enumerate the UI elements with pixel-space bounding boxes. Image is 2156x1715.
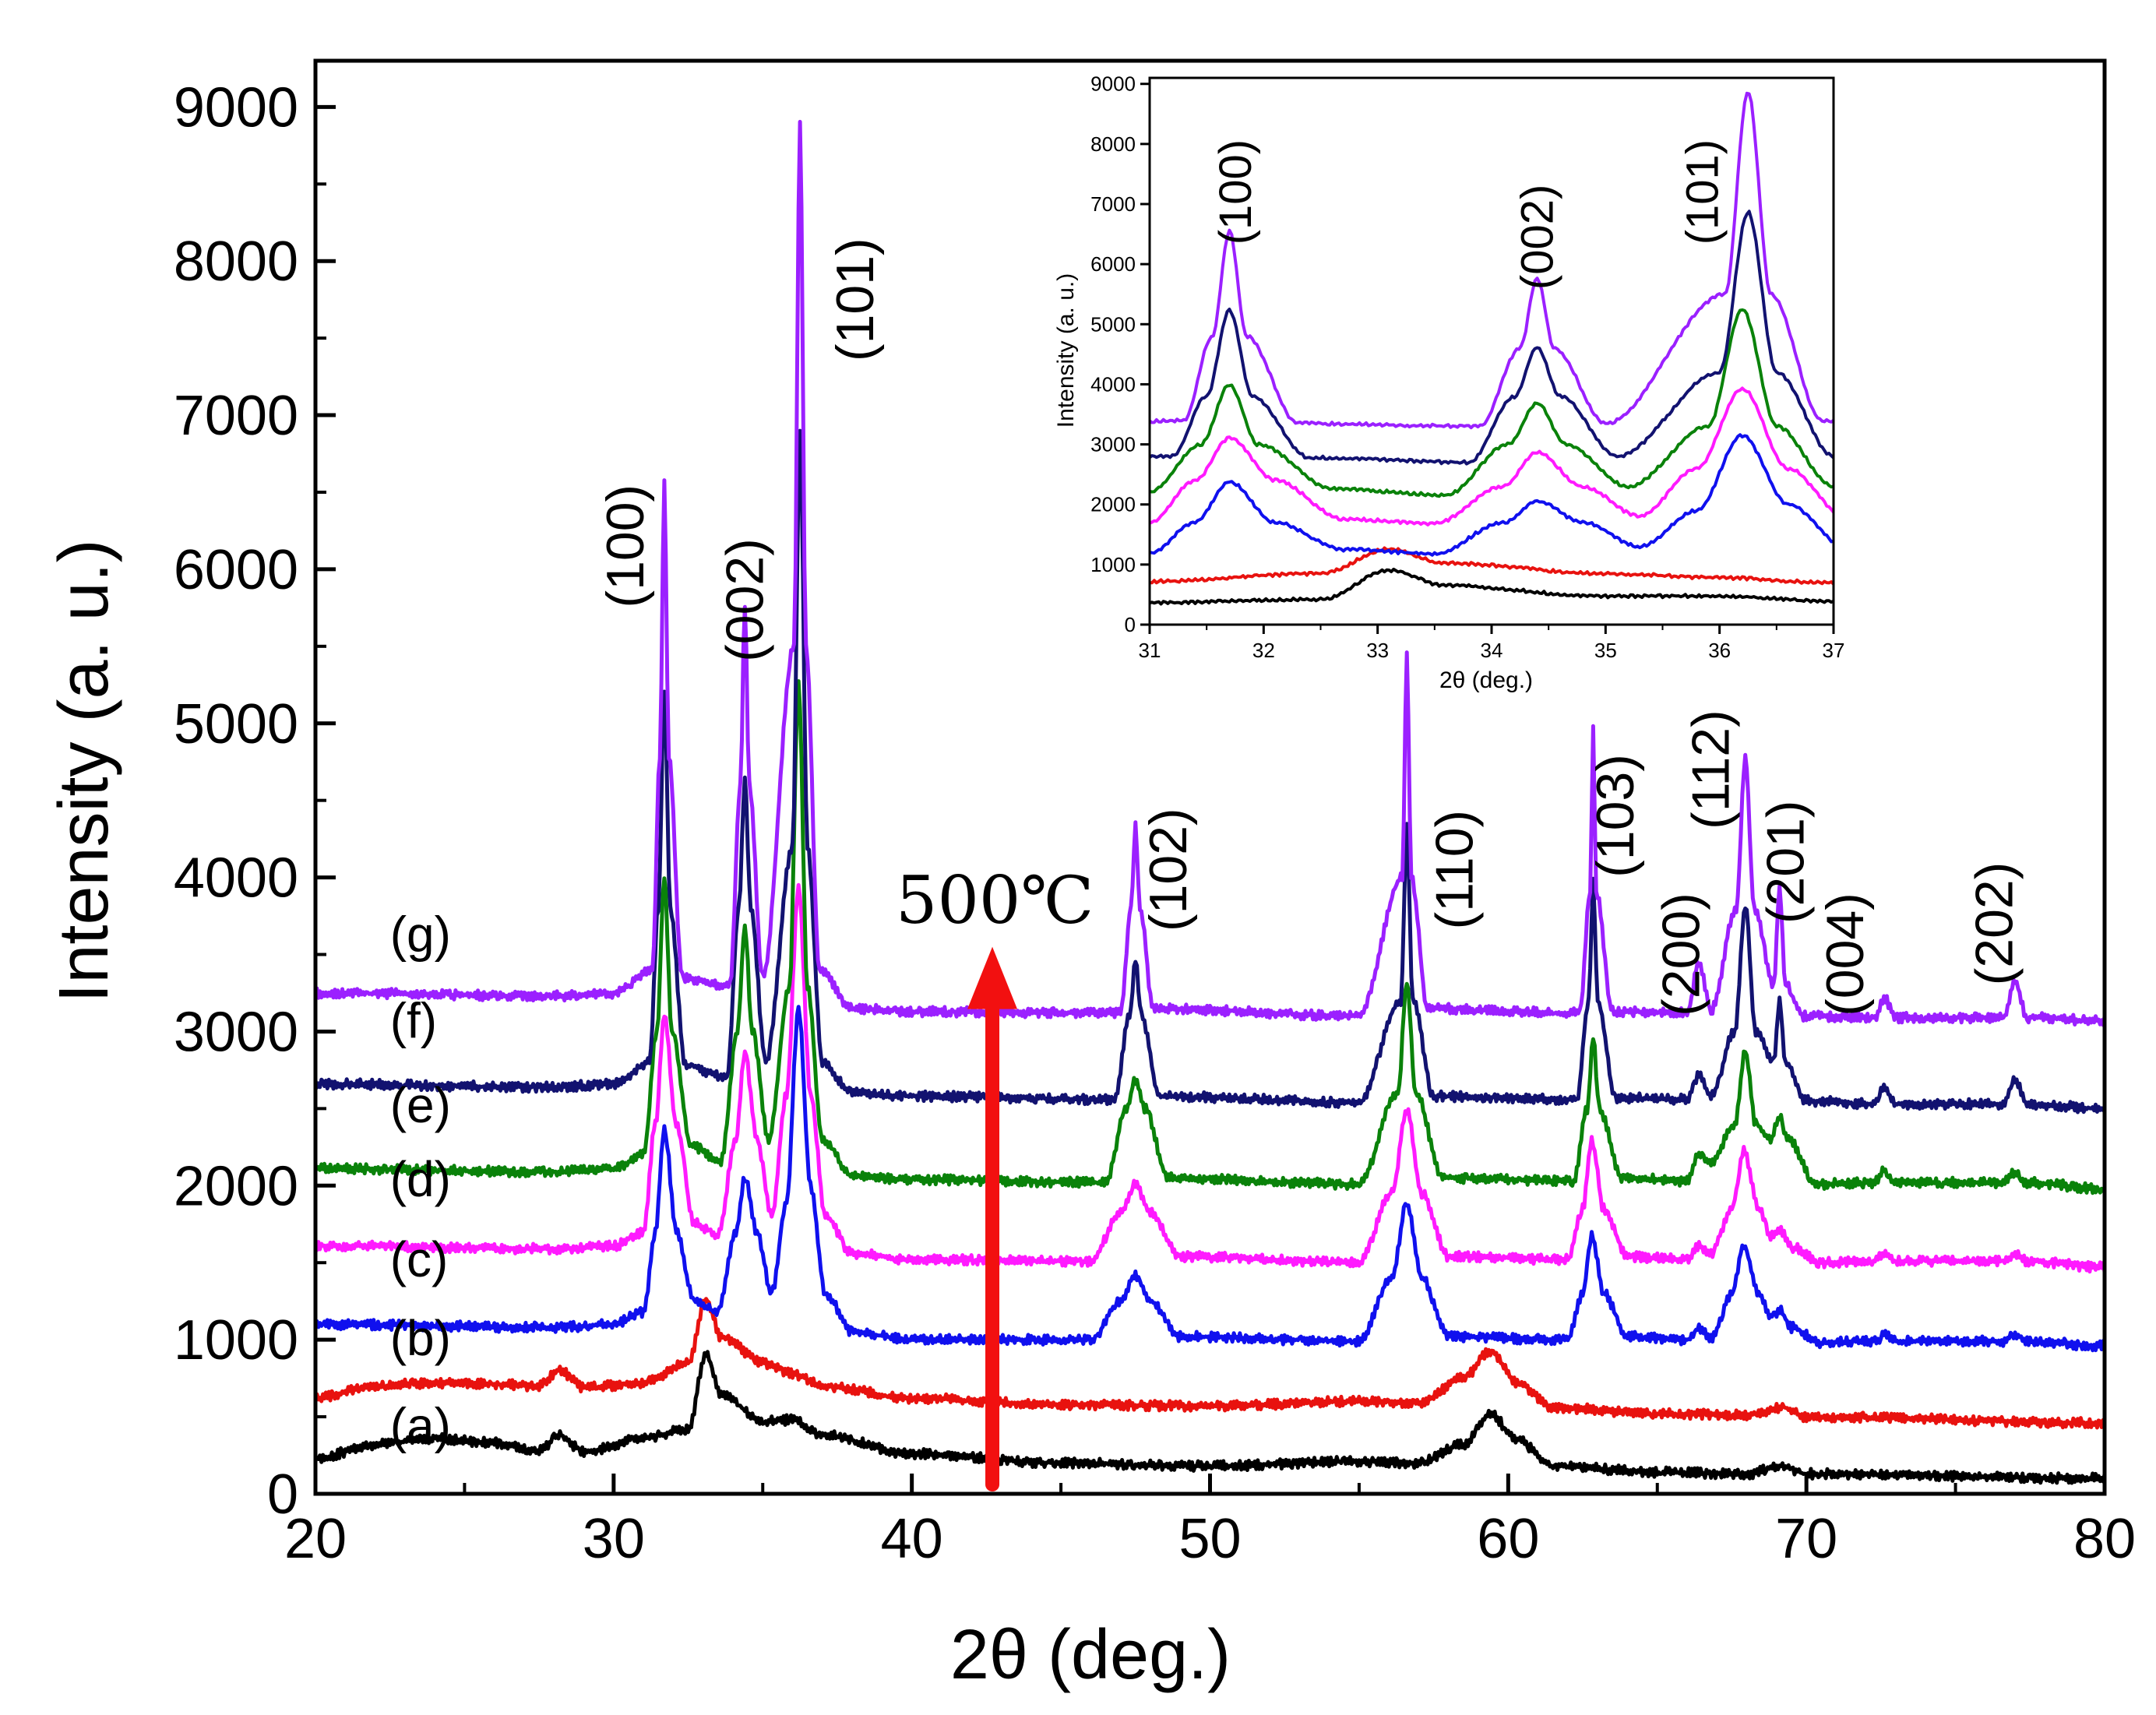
y-tick-label: 7000: [174, 385, 298, 447]
inset-x-tick-label: 33: [1366, 639, 1389, 662]
inset-peak-labels: (100) (002) (101): [1210, 139, 1728, 290]
main-series-group: [313, 119, 2107, 1485]
series-line-b: [313, 1297, 2107, 1430]
y-tick-label: 5000: [174, 693, 298, 755]
series-label: (d): [390, 1151, 451, 1207]
series-line-f: [313, 428, 2107, 1115]
main-axes: 20 30 40 50 60 70 80 0 1000 2000 3000 4000 5000 6000 7…: [174, 58, 2136, 1570]
peak-label: (202): [1964, 862, 2024, 986]
x-tick-label: 30: [583, 1508, 645, 1570]
temperature-annotation: 500℃: [896, 862, 1094, 938]
arrow-head: [967, 946, 1018, 1009]
series-label: (g): [390, 907, 451, 963]
inset-y-tick-label: 7000: [1090, 192, 1136, 216]
x-tick-label: 40: [881, 1508, 943, 1570]
x-tick-label: 50: [1178, 1508, 1241, 1570]
main-peak-labels: (100) (002) (101) (102) (110) (103)(200) (112)…: [596, 238, 2024, 1016]
series-label: (e): [390, 1077, 451, 1133]
peak-label: (112): [1682, 710, 1741, 829]
inset-x-tick-label: 32: [1252, 639, 1275, 662]
peak-label: (002): [715, 538, 774, 662]
inset-peak-label: (002): [1513, 185, 1563, 290]
inset-y-tick-label: 9000: [1090, 72, 1136, 96]
inset-axes: 31 32 33 34 35 36 37 0 1000 2000 3000 4000 5000 6000 7…: [1090, 72, 1844, 662]
inset-peak-label: (101): [1678, 139, 1728, 245]
inset-background: [1133, 78, 1840, 623]
y-tick-label: 0: [267, 1463, 298, 1526]
inset-x-tick-label: 35: [1594, 639, 1617, 662]
series-line-d: [313, 882, 2107, 1274]
main-series-labels: (a) (b) (c) (d) (e) (f) (g): [390, 907, 451, 1454]
y-tick-label: 1000: [174, 1309, 298, 1372]
series-label: (b): [390, 1310, 451, 1366]
x-tick-label: 20: [284, 1508, 347, 1570]
inset-y-tick-label: 8000: [1090, 132, 1136, 156]
inset-y-tick-label: 2000: [1090, 493, 1136, 516]
inset-series-group: [1148, 91, 1835, 606]
y-tick-label: 6000: [174, 539, 298, 601]
inset-x-tick-label: 31: [1139, 639, 1161, 662]
inset-series-line-g: [1148, 91, 1835, 430]
inset-y-tick-label: 3000: [1090, 433, 1136, 456]
inset-x-tick-label: 36: [1708, 639, 1731, 662]
temperature-arrow: [967, 946, 1018, 1491]
peak-label: (103): [1586, 754, 1645, 878]
inset-y-tick-label: 1000: [1090, 553, 1136, 576]
inset-series-line-d: [1149, 386, 1835, 526]
inset-y-tick-label: 6000: [1090, 252, 1136, 276]
inset-y-tick-label: 0: [1125, 613, 1136, 636]
inset-series-line-b: [1149, 546, 1835, 586]
inset-series-line-f: [1148, 210, 1835, 466]
y-tick-label: 4000: [174, 847, 298, 910]
y-tick-label: 9000: [174, 76, 298, 139]
series-line-g: [313, 119, 2107, 1027]
peak-label: (201): [1756, 800, 1815, 924]
x-tick-label: 80: [2073, 1508, 2136, 1570]
x-tick-label: 70: [1775, 1508, 1837, 1570]
inset-y-tick-label: 5000: [1090, 312, 1136, 336]
inset-series-line-c: [1149, 433, 1834, 557]
main-y-axis-label: Intensity (a. u.): [45, 539, 123, 1002]
series-line-c: [313, 1005, 2107, 1353]
peak-label: (200): [1651, 893, 1710, 1016]
series-label: (f): [390, 992, 437, 1048]
peak-label: (102): [1139, 808, 1198, 931]
peak-label: (100): [596, 484, 655, 608]
peak-label: (101): [826, 238, 885, 361]
peak-label: (004): [1816, 893, 1875, 1016]
series-label: (c): [390, 1231, 449, 1287]
inset-peak-label: (100): [1210, 139, 1261, 245]
inset-series-line-e: [1149, 308, 1834, 498]
inset-x-tick-label: 34: [1481, 639, 1503, 662]
inset-y-axis-label: Intensity (a. u.): [1053, 273, 1079, 428]
inset-y-tick-label: 4000: [1090, 372, 1136, 396]
main-x-axis-label: 2θ (deg.): [950, 1616, 1231, 1694]
x-tick-label: 60: [1477, 1508, 1539, 1570]
inset-x-tick-label: 37: [1823, 639, 1845, 662]
peak-label: (110): [1425, 810, 1484, 930]
y-tick-label: 2000: [174, 1155, 298, 1217]
inset-x-axis-label: 2θ (deg.): [1439, 667, 1533, 693]
inset-series-line-a: [1149, 567, 1834, 606]
series-label: (a): [390, 1398, 451, 1454]
series-line-e: [313, 679, 2107, 1196]
y-tick-label: 8000: [174, 231, 298, 293]
y-tick-label: 3000: [174, 1001, 298, 1063]
